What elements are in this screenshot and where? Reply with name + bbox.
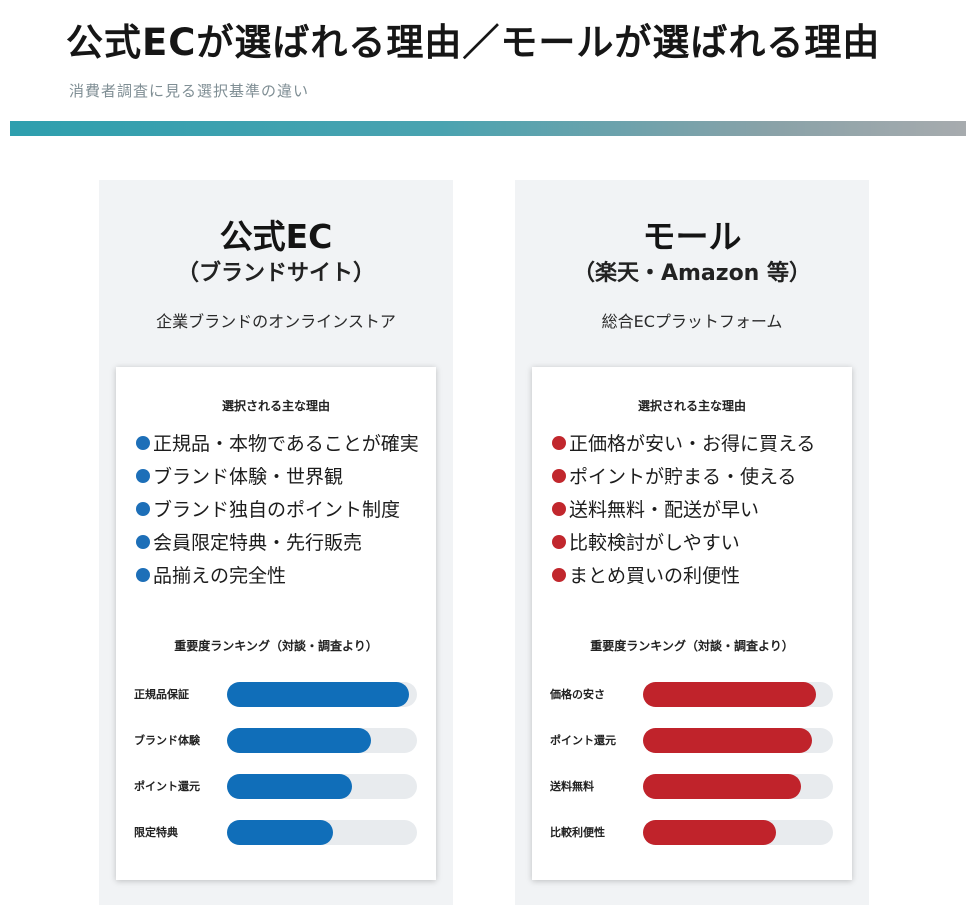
bullet-dot-icon bbox=[552, 534, 566, 549]
list-item: 正規品・本物であることが確実 bbox=[136, 426, 419, 459]
official-ranking-heading: 重要度ランキング（対談・調査より） bbox=[174, 639, 378, 653]
ranking-row: 正規品保証 bbox=[116, 671, 436, 717]
ranking-bar-fill bbox=[227, 727, 372, 753]
ranking-label: 限定特典 bbox=[134, 826, 178, 839]
ranking-bar-fill bbox=[227, 819, 334, 845]
reason-text: 会員限定特典・先行販売 bbox=[153, 532, 363, 554]
ranking-label: ブランド体験 bbox=[134, 734, 200, 747]
ranking-bar-track bbox=[227, 773, 417, 799]
reason-text: ブランド体験・世界観 bbox=[153, 466, 344, 488]
ranking-bar-track bbox=[227, 681, 417, 707]
bullet-dot-icon bbox=[552, 468, 566, 483]
bullet-dot-icon bbox=[136, 501, 150, 516]
ranking-row: 比較利便性 bbox=[532, 809, 852, 855]
ranking-row: ポイント還元 bbox=[532, 717, 852, 763]
reason-text: まとめ買いの利便性 bbox=[569, 565, 741, 587]
official-ec-panel: 公式EC （ブランドサイト） 企業ブランドのオンラインストア 選択される主な理由… bbox=[99, 180, 453, 905]
ranking-bar-fill bbox=[643, 819, 776, 845]
list-item: ブランド体験・世界観 bbox=[136, 459, 419, 492]
bullet-dot-icon bbox=[552, 435, 566, 450]
ranking-bar-fill bbox=[227, 681, 410, 707]
mall-title: モール bbox=[642, 217, 742, 256]
ranking-label: 正規品保証 bbox=[134, 688, 189, 701]
ranking-row: 限定特典 bbox=[116, 809, 436, 855]
bullet-dot-icon bbox=[552, 501, 566, 516]
reason-text: ポイントが貯まる・使える bbox=[569, 466, 797, 488]
list-item: 品揃えの完全性 bbox=[136, 558, 419, 591]
ranking-bar-fill bbox=[643, 681, 816, 707]
list-item: 比較検討がしやすい bbox=[552, 525, 815, 558]
ranking-label: 比較利便性 bbox=[550, 826, 605, 839]
ranking-bar-track bbox=[643, 681, 833, 707]
ranking-row: 価格の安さ bbox=[532, 671, 852, 717]
official-reasons-heading: 選択される主な理由 bbox=[221, 399, 330, 413]
mall-ranking-heading: 重要度ランキング（対談・調査より） bbox=[590, 639, 794, 653]
reason-text: 正価格が安い・お得に買える bbox=[569, 433, 816, 455]
ranking-label: 送料無料 bbox=[550, 780, 594, 793]
reason-text: ブランド独自のポイント制度 bbox=[153, 499, 401, 521]
bullet-dot-icon bbox=[136, 435, 150, 450]
reason-text: 比較検討がしやすい bbox=[569, 532, 740, 554]
mall-panel: モール （楽天・Amazon 等） 総合ECプラットフォーム 選択される主な理由… bbox=[515, 180, 869, 905]
official-ec-subtitle: （ブランドサイト） bbox=[176, 261, 375, 286]
mall-ranking-bars: 価格の安さ ポイント還元 送料無料 比較利便性 bbox=[532, 671, 852, 855]
ranking-label: ポイント還元 bbox=[550, 734, 616, 747]
ranking-row: ポイント還元 bbox=[116, 763, 436, 809]
list-item: 会員限定特典・先行販売 bbox=[136, 525, 419, 558]
bullet-dot-icon bbox=[136, 567, 150, 582]
list-item: ブランド独自のポイント制度 bbox=[136, 492, 419, 525]
ranking-row: 送料無料 bbox=[532, 763, 852, 809]
list-item: ポイントが貯まる・使える bbox=[552, 459, 815, 492]
bullet-dot-icon bbox=[136, 534, 150, 549]
mall-reasons-heading: 選択される主な理由 bbox=[637, 399, 746, 413]
list-item: 正価格が安い・お得に買える bbox=[552, 426, 815, 459]
ranking-bar-fill bbox=[643, 727, 813, 753]
bullet-dot-icon bbox=[552, 567, 566, 582]
mall-reason-list: 正価格が安い・お得に買える ポイントが貯まる・使える 送料無料・配送が早い 比較… bbox=[552, 426, 815, 591]
list-item: まとめ買いの利便性 bbox=[552, 558, 815, 591]
official-ranking-bars: 正規品保証 ブランド体験 ポイント還元 限定特典 bbox=[116, 671, 436, 855]
ranking-bar-track bbox=[643, 773, 833, 799]
page-title: 公式ECが選ばれる理由／モールが選ばれる理由 bbox=[66, 21, 881, 64]
page-subtitle: 消費者調査に見る選択基準の違い bbox=[69, 82, 310, 100]
official-ec-description: 企業ブランドのオンラインストア bbox=[156, 312, 396, 331]
mall-subtitle: （楽天・Amazon 等） bbox=[572, 261, 812, 286]
reason-text: 正規品・本物であることが確実 bbox=[153, 433, 419, 455]
ranking-row: ブランド体験 bbox=[116, 717, 436, 763]
reason-text: 品揃えの完全性 bbox=[153, 565, 287, 587]
ranking-bar-track bbox=[643, 819, 833, 845]
list-item: 送料無料・配送が早い bbox=[552, 492, 815, 525]
ranking-bar-fill bbox=[227, 773, 353, 799]
ranking-bar-track bbox=[227, 819, 417, 845]
bullet-dot-icon bbox=[136, 468, 150, 483]
official-ec-title: 公式EC bbox=[219, 217, 333, 256]
mall-card: 選択される主な理由 正価格が安い・お得に買える ポイントが貯まる・使える 送料無… bbox=[532, 367, 852, 880]
official-ec-card: 選択される主な理由 正規品・本物であることが確実 ブランド体験・世界観 ブランド… bbox=[116, 367, 436, 880]
ranking-bar-track bbox=[227, 727, 417, 753]
header-divider bbox=[10, 121, 966, 136]
ranking-bar-fill bbox=[643, 773, 801, 799]
mall-description: 総合ECプラットフォーム bbox=[601, 312, 783, 331]
ranking-label: ポイント還元 bbox=[134, 780, 200, 793]
reason-text: 送料無料・配送が早い bbox=[569, 499, 760, 521]
ranking-bar-track bbox=[643, 727, 833, 753]
ranking-label: 価格の安さ bbox=[550, 688, 605, 701]
official-reason-list: 正規品・本物であることが確実 ブランド体験・世界観 ブランド独自のポイント制度 … bbox=[136, 426, 419, 591]
